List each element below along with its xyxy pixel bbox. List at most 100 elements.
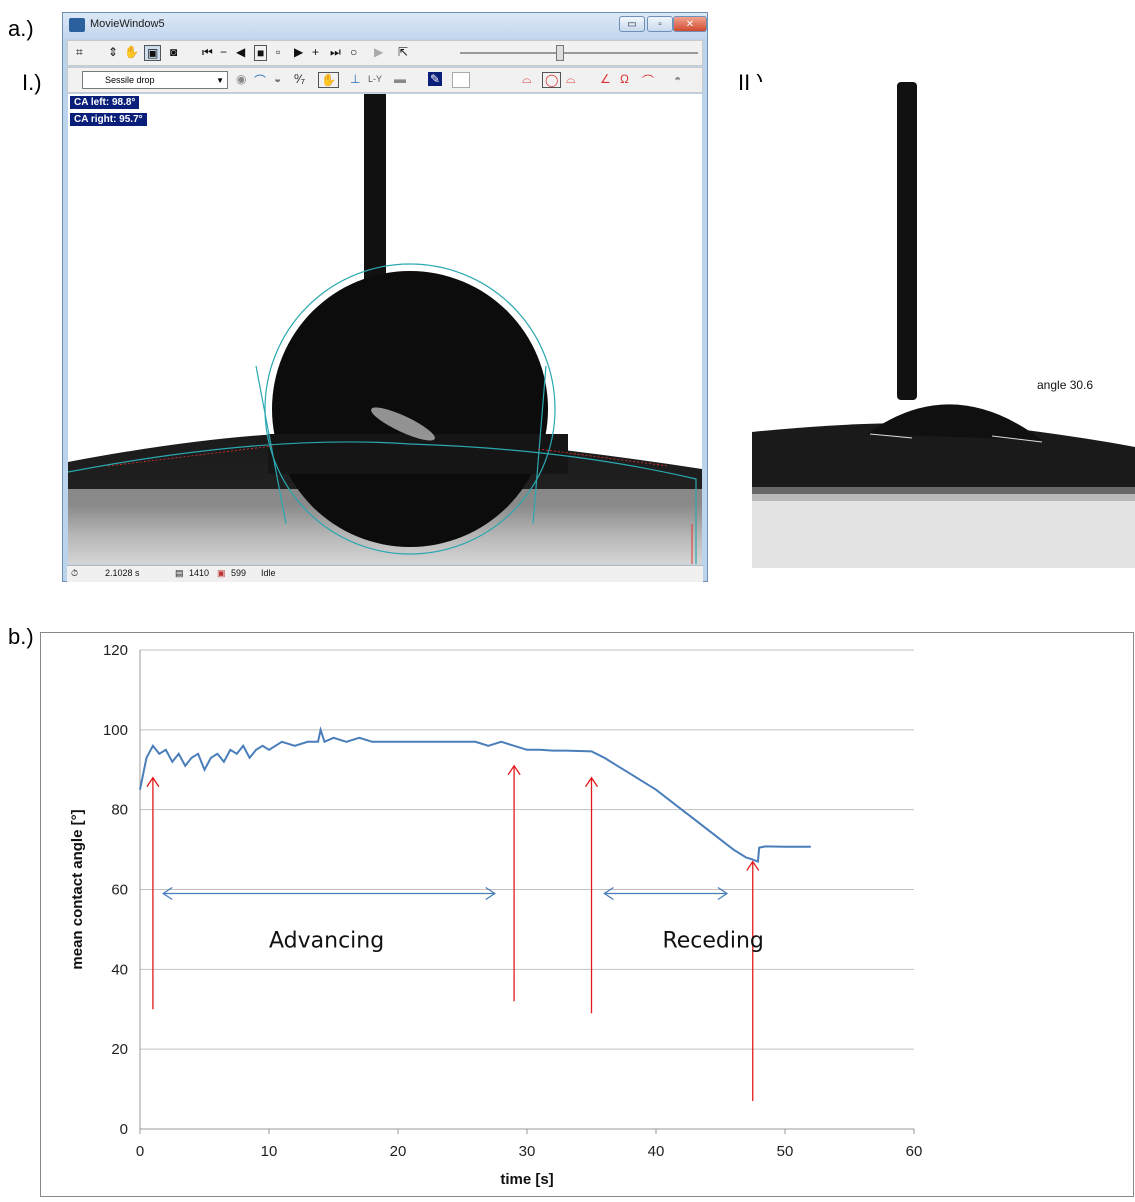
red-arrow-head [146, 776, 160, 788]
panel-label-b: b.) [8, 624, 34, 649]
drop-video-frame[interactable]: CA left: 98.8° CA right: 95.7° [68, 94, 702, 564]
phase-label: Advancing [269, 928, 384, 953]
circle-fit-icon[interactable]: Ω [620, 72, 629, 86]
chart-frame [40, 632, 1134, 1197]
hand-icon[interactable]: ✋ [124, 45, 139, 59]
movie-window: MovieWindow5 ▭ ▫ ✕ ⌗ ⇕ ✋ ▣ ◙ ⏮ − ◀ ■ ▫ ▶… [62, 12, 708, 582]
x-tick-label: 30 [519, 1143, 536, 1160]
needle-shape [364, 94, 386, 314]
polynomial-icon[interactable]: ⌒ [642, 74, 655, 88]
frame-slider-thumb[interactable] [556, 45, 564, 61]
move-icon[interactable]: ⇕ [108, 45, 119, 59]
drop-2-shape [867, 404, 1042, 440]
close-button[interactable]: ✕ [673, 16, 707, 32]
app-icon [69, 18, 85, 32]
mode-select[interactable]: Sessile drop ▼ [82, 71, 228, 89]
drop-gray-icon[interactable]: ◓ [674, 72, 682, 86]
series-line [139, 725, 811, 864]
baseline-fit [68, 441, 697, 564]
ca-right-badge: CA right: 95.7° [70, 113, 147, 126]
hand-tool-icon[interactable]: ✋ [318, 72, 339, 88]
drop-fill-icon[interactable]: ◒ [274, 72, 282, 86]
maximize-button[interactable]: ▫ [647, 16, 673, 32]
status-state: Idle [261, 568, 276, 578]
angle-icon[interactable]: ∠ [600, 72, 611, 86]
minimize-button[interactable]: ▭ [619, 16, 645, 32]
minus-icon[interactable]: − [220, 45, 228, 59]
tangent-icon[interactable]: ⌓ [522, 72, 532, 86]
ly-fit-icon[interactable]: ⌓ [566, 72, 576, 86]
x-axis-label: time [s] [500, 1171, 553, 1188]
baseline-icon[interactable]: ⊥ [350, 72, 361, 86]
x-tick-label: 60 [906, 1143, 923, 1160]
ca-left-badge: CA left: 98.8° [70, 96, 140, 109]
drop-image-2 [752, 82, 1135, 568]
red-arrow-head [746, 860, 760, 871]
export-icon[interactable]: ⇱ [398, 45, 409, 59]
x-tick-label: 40 [648, 1143, 665, 1160]
x-tick-label: 10 [261, 1143, 278, 1160]
ly-label[interactable]: L-Y [368, 74, 383, 84]
y-tick-label: 100 [103, 722, 128, 739]
drop-image-2-svg [752, 82, 1135, 568]
range-arrow-head-right [717, 886, 729, 901]
line-icon[interactable]: ▬ [394, 72, 406, 86]
tangent-right [532, 365, 547, 525]
playback-toolbar: ⌗ ⇕ ✋ ▣ ◙ ⏮ − ◀ ■ ▫ ▶ + ⏭ ○ ▶ ⇱ [67, 40, 703, 66]
mode-select-value: Sessile drop [105, 75, 155, 85]
drop-outline-icon[interactable]: ⌒ [254, 74, 267, 88]
status-bar: ⏱ 2.1028 s ▤ 1410 ▣ 599 Idle [67, 565, 703, 582]
x-tick-label: 20 [390, 1143, 407, 1160]
color-swatch[interactable] [452, 72, 470, 88]
step-back-icon[interactable]: ◀ [236, 45, 246, 59]
phase-label: Receding [662, 928, 763, 953]
plus-icon[interactable]: + [312, 45, 320, 59]
needle-2-shape [897, 82, 917, 400]
analysis-toolbar: Sessile drop ▼ ◉ ⌒ ◒ ⁰⁄₇ ✋ ⊥ L-Y ▬ ✎ ⌓ ◯… [67, 67, 703, 93]
y-tick-label: 120 [103, 642, 128, 659]
chart-container: 0 20 40 60 80 100 120 0 10 20 30 40 50 60 time [s] mean… [40, 632, 1134, 1197]
edit-icon[interactable]: ✎ [428, 72, 443, 86]
stop-icon[interactable]: ■ [254, 45, 268, 61]
red-arrow-head [584, 776, 599, 788]
eye-icon[interactable]: ◉ [236, 72, 247, 86]
threshold-icon[interactable]: ⁰⁄₇ [294, 72, 305, 86]
window-titlebar[interactable]: MovieWindow5 ▭ ▫ ✕ [63, 13, 707, 39]
chevron-down-icon: ▼ [216, 76, 224, 85]
range-arrow-head-left [603, 886, 614, 901]
y-tick-label: 0 [120, 1121, 128, 1138]
y-axis-label: mean contact angle [°] [69, 809, 86, 969]
frame-icon: ▤ [175, 568, 184, 578]
ellipse-fit-icon[interactable]: ◯ [542, 72, 562, 88]
fit-icon[interactable]: ⌗ [76, 45, 83, 59]
x-tick-label: 0 [136, 1143, 144, 1160]
last-frame-icon[interactable]: ⏭ [330, 45, 341, 59]
panel-label-a: a.) [8, 16, 34, 41]
count-icon: ▣ [217, 568, 226, 578]
tangent-left [255, 365, 287, 525]
frame-slider-track[interactable] [460, 52, 698, 54]
pause-icon[interactable]: ▫ [276, 45, 281, 59]
contact-angle-chart: 0 20 40 60 80 100 120 0 10 20 30 40 50 60 time [s] mean… [40, 632, 1134, 1197]
range-arrow-head-right [485, 886, 496, 901]
y-tick-label: 20 [111, 1041, 128, 1058]
window-title: MovieWindow5 [90, 18, 165, 30]
camera-icon[interactable]: ◙ [170, 45, 178, 59]
y-tick-label: 80 [111, 802, 128, 819]
play-icon[interactable]: ▶ [294, 45, 304, 59]
drop-shape [272, 271, 548, 547]
monitor-icon[interactable]: ▣ [144, 45, 162, 61]
clock-icon: ⏱ [71, 568, 79, 578]
y-tick-label: 40 [111, 961, 128, 978]
angle-label: angle 30.6 [1037, 378, 1094, 392]
red-arrow-head [507, 764, 521, 776]
y-tick-label: 60 [111, 882, 128, 899]
record-icon[interactable]: ○ [350, 45, 358, 59]
x-tick-label: 50 [777, 1143, 794, 1160]
panel-label-i: I.) [22, 70, 42, 95]
drop-image-svg [68, 94, 702, 564]
first-frame-icon[interactable]: ⏮ [202, 45, 213, 59]
play-grey-icon[interactable]: ▶ [374, 45, 384, 59]
status-count: 599 [231, 568, 247, 578]
range-arrow-head-left [162, 886, 173, 901]
